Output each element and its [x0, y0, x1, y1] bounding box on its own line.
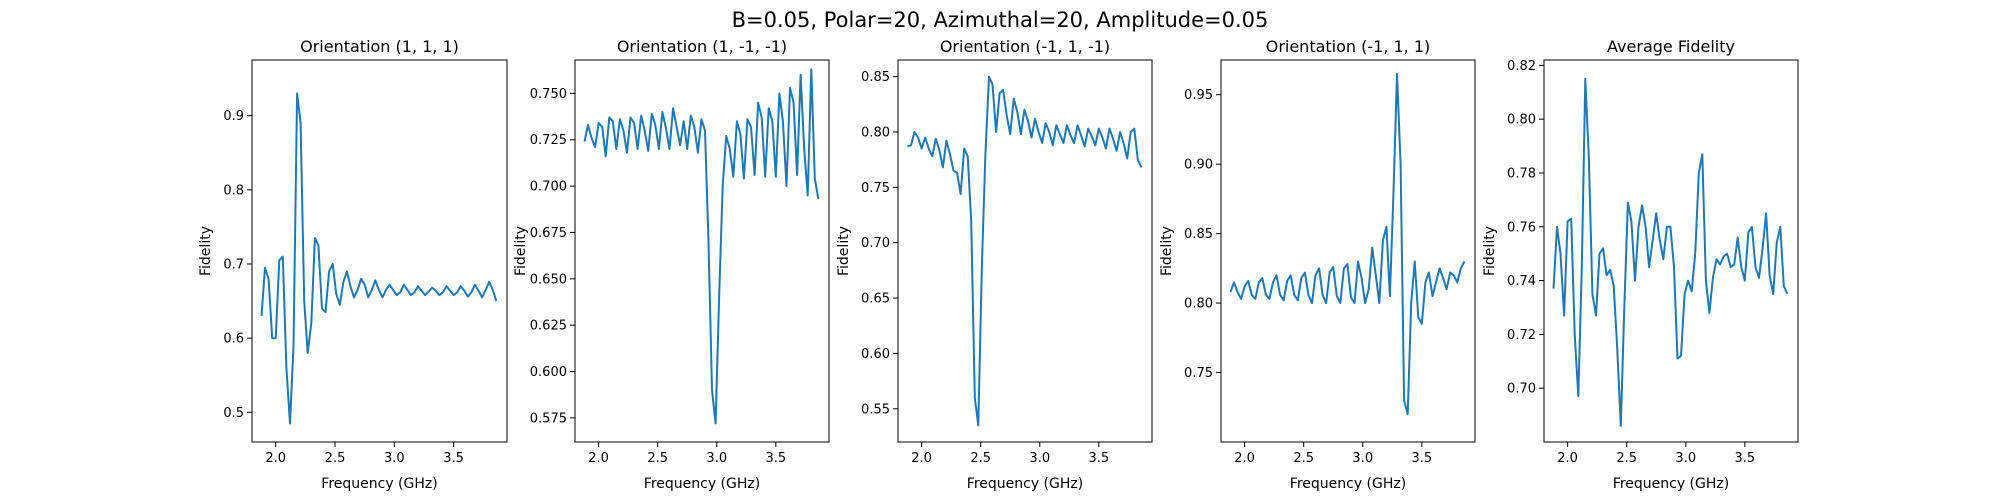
subplot-5: Average Fidelity 2.0 2.5 3.0 3.5 0.70 0.72 0.74… [1482, 37, 1799, 492]
y-tick-label: 0.90 [1184, 158, 1213, 173]
y-tick-label: 0.74 [1507, 274, 1536, 289]
x-axis-label: Frequency (GHz) [644, 476, 760, 492]
y-tick-label: 0.55 [861, 402, 890, 417]
y-tick-label: 0.80 [1507, 113, 1536, 128]
x-tick-label: 2.5 [1293, 451, 1314, 466]
y-tick-label: 0.70 [861, 236, 890, 251]
y-tick-label: 0.5 [223, 406, 244, 421]
x-tick-label: 3.0 [1352, 451, 1373, 466]
x-tick-label: 3.5 [765, 451, 786, 466]
y-tick-label: 0.700 [530, 180, 567, 195]
x-axis-label: Frequency (GHz) [1613, 476, 1729, 492]
subplot-grid: Orientation (1, 1, 1)2.0 2.5 3.0 3.50.50.60… [198, 37, 1799, 492]
y-tick-label: 0.725 [530, 133, 567, 148]
y-axis-label: Fidelity [198, 226, 214, 276]
x-axis-label: Frequency (GHz) [321, 476, 437, 492]
y-axis-label: Fidelity [836, 226, 852, 276]
y-tick-label: 0.8 [223, 183, 244, 198]
x-tick-label: 2.0 [911, 451, 932, 466]
y-tick-label: 0.80 [861, 125, 890, 140]
y-tick-label: 0.750 [530, 87, 567, 102]
y-tick-label: 0.72 [1507, 328, 1536, 343]
x-tick-label: 3.5 [443, 451, 464, 466]
y-tick-label: 0.80 [1184, 297, 1213, 312]
subplot-2: Orientation (1, -1, -1) 2.0 2.5 3.0 3.5 0.575… [513, 37, 830, 492]
subplot-title: Orientation (1, -1, -1) [617, 37, 787, 56]
y-tick-label: 0.7 [223, 257, 244, 272]
y-axis-label: Fidelity [1482, 226, 1498, 276]
y-tick-label: 0.76 [1507, 220, 1536, 235]
x-tick-label: 3.0 [384, 451, 405, 466]
y-tick-label: 0.85 [1184, 227, 1213, 242]
y-tick-label: 0.675 [530, 226, 567, 241]
x-tick-label: 2.0 [1557, 451, 1578, 466]
subplot-title: Average Fidelity [1607, 37, 1735, 56]
subplot-4: Orientation (-1, 1, 1) 2.0 2.5 3.0 3.5 0.75 0.… [1159, 37, 1476, 492]
x-tick-label: 2.5 [1616, 451, 1637, 466]
y-tick-label: 0.650 [530, 272, 567, 287]
series-line [260, 92, 498, 425]
x-tick-label: 3.5 [1734, 451, 1755, 466]
x-tick-label: 2.5 [970, 451, 991, 466]
y-tick-label: 0.78 [1507, 166, 1536, 181]
subplot-title: Orientation (1, 1, 1) [300, 37, 459, 56]
y-tick-label: 0.70 [1507, 382, 1536, 397]
plot-frame [574, 59, 830, 443]
series-line [1552, 77, 1789, 427]
x-tick-label: 2.0 [265, 451, 286, 466]
x-tick-label: 2.5 [647, 451, 668, 466]
x-axis-label: Frequency (GHz) [967, 476, 1083, 492]
y-axis-label: Fidelity [1159, 226, 1175, 276]
y-tick-label: 0.625 [530, 319, 567, 334]
y-tick-label: 0.9 [223, 109, 244, 124]
y-tick-label: 0.60 [861, 347, 890, 362]
x-tick-label: 3.5 [1088, 451, 1109, 466]
plot-frame [251, 59, 508, 443]
plot-frame [1220, 59, 1476, 443]
subplot-1: Orientation (1, 1, 1) 2.0 2.5 3.0 3.5 0.5 0.6 0… [198, 37, 508, 492]
plot-frame [897, 59, 1153, 443]
y-tick-label: 0.85 [861, 70, 890, 85]
x-tick-label: 2.5 [325, 451, 346, 466]
x-axis-label: Frequency (GHz) [1290, 476, 1406, 492]
y-tick-label: 0.75 [861, 181, 890, 196]
y-tick-label: 0.575 [530, 411, 567, 426]
y-axis-label: Fidelity [513, 226, 529, 276]
y-tick-label: 0.75 [1184, 366, 1213, 381]
series-line [1229, 72, 1466, 416]
y-tick-label: 0.6 [223, 332, 244, 347]
subplot-title: Orientation (-1, 1, -1) [940, 37, 1110, 56]
x-tick-label: 3.0 [1029, 451, 1050, 466]
plot-frame [1543, 59, 1799, 443]
x-tick-label: 3.0 [1675, 451, 1696, 466]
series-line [583, 68, 820, 425]
figure-suptitle: B=0.05, Polar=20, Azimuthal=20, Amplitud… [732, 8, 1269, 32]
subplot-3: Orientation (-1, 1, -1) 2.0 2.5 3.0 3.5 0.55 0… [836, 37, 1153, 492]
subplot-title: Orientation (-1, 1, 1) [1266, 37, 1431, 56]
series-line [907, 75, 1143, 427]
y-tick-label: 0.65 [861, 292, 890, 307]
x-tick-label: 2.0 [1234, 451, 1255, 466]
y-tick-label: 0.82 [1507, 59, 1536, 74]
x-tick-label: 2.0 [588, 451, 609, 466]
y-tick-label: 0.95 [1184, 88, 1213, 103]
x-tick-label: 3.0 [706, 451, 727, 466]
x-tick-label: 3.5 [1411, 451, 1432, 466]
y-tick-label: 0.600 [530, 365, 567, 380]
